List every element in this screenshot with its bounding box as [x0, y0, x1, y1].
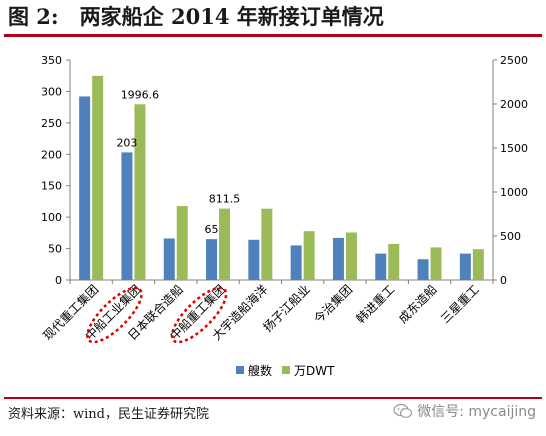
- data-label: 811.5: [209, 193, 241, 206]
- legend-label: 万DWT: [294, 364, 335, 378]
- bar-ships: [121, 152, 133, 280]
- y-left-tick-label: 0: [55, 274, 62, 287]
- y-left-tick-label: 150: [41, 180, 62, 193]
- y-left-tick-label: 250: [41, 117, 62, 130]
- title-rule: [4, 34, 542, 37]
- category-label: 韩进重工: [353, 282, 398, 327]
- legend-swatch: [236, 366, 244, 374]
- bar-dwt: [303, 231, 315, 280]
- y-right-tick-label: 0: [500, 274, 507, 287]
- legend-swatch: [282, 366, 290, 374]
- bar-dwt: [472, 249, 484, 280]
- bar-ships: [79, 96, 91, 280]
- bar-dwt: [430, 247, 442, 280]
- data-label: 65: [205, 223, 219, 236]
- bar-dwt: [345, 232, 357, 280]
- data-label: 203: [116, 136, 137, 149]
- bar-dwt: [176, 206, 188, 280]
- wechat-icon: [393, 403, 413, 418]
- bar-dwt: [219, 208, 231, 280]
- bar-dwt: [92, 75, 104, 280]
- bar-dwt: [134, 104, 146, 281]
- legend-label: 艘数: [248, 363, 272, 378]
- figure-title: 图 2: 两家船企 2014 年新接订单情况: [8, 4, 384, 29]
- watermark-text: 微信号: mycaijing: [417, 404, 536, 420]
- category-label: 成东造船: [396, 282, 440, 326]
- bar-ships: [417, 259, 429, 280]
- y-left-tick-label: 350: [41, 54, 62, 67]
- y-left-tick-label: 300: [41, 85, 62, 98]
- data-label: 1996.6: [121, 88, 160, 101]
- y-right-tick-label: 500: [500, 230, 521, 243]
- bar-ships: [459, 253, 471, 280]
- bar-dwt: [388, 243, 400, 280]
- bar-ships: [206, 239, 218, 280]
- y-right-tick-label: 2000: [500, 98, 528, 111]
- y-right-tick-label: 1500: [500, 142, 528, 155]
- bar-ships: [163, 238, 175, 280]
- footer-rule: [4, 397, 542, 399]
- highlight-ellipse: [86, 286, 143, 344]
- bar-ships: [290, 245, 302, 280]
- watermark: 微信号: mycaijing: [393, 401, 536, 421]
- category-label: 三星重工: [438, 282, 482, 326]
- category-label: 今治集团: [311, 282, 356, 327]
- source-note: 资料来源：wind，民生证券研究院: [8, 407, 209, 422]
- bar-ships: [375, 253, 387, 280]
- bar-ships: [248, 239, 260, 280]
- y-right-tick-label: 2500: [500, 54, 528, 67]
- y-right-tick-label: 1000: [500, 186, 528, 199]
- bar-dwt: [261, 208, 273, 280]
- y-left-tick-label: 100: [41, 211, 62, 224]
- highlight-ellipse: [170, 286, 228, 344]
- y-left-tick-label: 50: [48, 243, 62, 256]
- y-left-tick-label: 200: [41, 148, 62, 161]
- bar-ships: [332, 237, 344, 280]
